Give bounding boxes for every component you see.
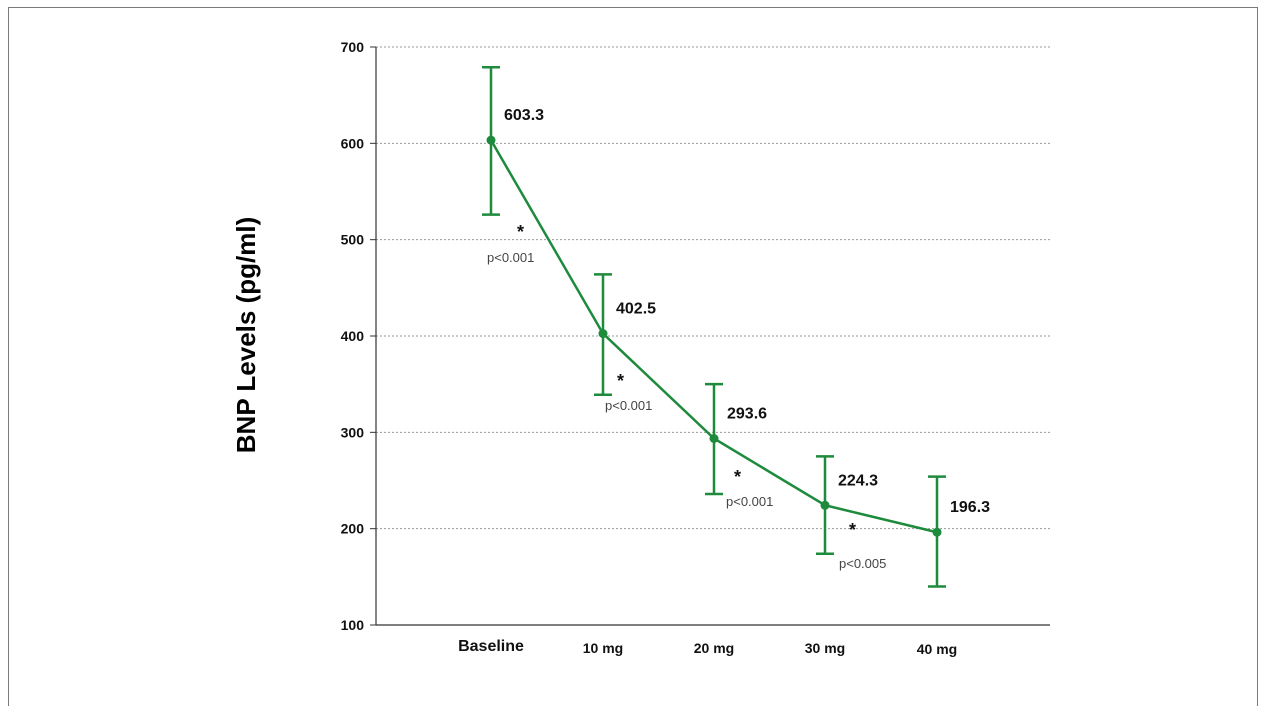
significance-star: *: [734, 467, 741, 487]
p-value-label: p<0.001: [726, 494, 773, 509]
significance-star: *: [849, 520, 856, 540]
significance-annotations: * p<0.001 * p<0.001 * p<0.001 * p<0.005: [487, 222, 886, 571]
y-tick-label: 700: [341, 39, 365, 55]
axes: [370, 46, 1050, 626]
p-value-label: p<0.005: [839, 556, 886, 571]
y-tick-labels: 100 200 300 400 500 600 700: [341, 39, 365, 633]
data-point: [709, 433, 719, 443]
y-tick-label: 200: [341, 521, 365, 537]
p-value-label: p<0.001: [487, 250, 534, 265]
y-tick-label: 400: [341, 328, 365, 344]
p-value-label: p<0.001: [605, 398, 652, 413]
x-tick-label: 20 mg: [694, 640, 734, 656]
y-axis-label: BNP Levels (pg/ml): [231, 217, 261, 453]
data-label: 224.3: [838, 472, 878, 489]
data-point: [486, 135, 496, 145]
y-tick-label: 100: [341, 617, 365, 633]
y-tick-label: 300: [341, 424, 365, 440]
x-tick-label: Baseline: [458, 638, 524, 655]
x-tick-labels: Baseline 10 mg 20 mg 30 mg 40 mg: [458, 638, 957, 657]
data-label: 293.6: [727, 405, 767, 422]
data-points: [486, 135, 942, 537]
chart-frame: [8, 7, 1258, 706]
data-point: [598, 329, 608, 339]
data-labels: 603.3 402.5 293.6 224.3 196.3: [504, 107, 990, 516]
x-tick-label: 30 mg: [805, 640, 845, 656]
x-tick-label: 40 mg: [917, 641, 957, 657]
significance-star: *: [517, 222, 524, 242]
data-label: 603.3: [504, 107, 544, 124]
significance-star: *: [617, 371, 624, 391]
x-tick-label: 10 mg: [583, 640, 623, 656]
data-label: 196.3: [950, 499, 990, 516]
data-point: [932, 527, 942, 537]
y-tick-label: 600: [341, 135, 365, 151]
y-tick-label: 500: [341, 232, 365, 248]
data-point: [820, 500, 830, 510]
error-bars: [482, 65, 946, 588]
data-label: 402.5: [616, 301, 656, 318]
